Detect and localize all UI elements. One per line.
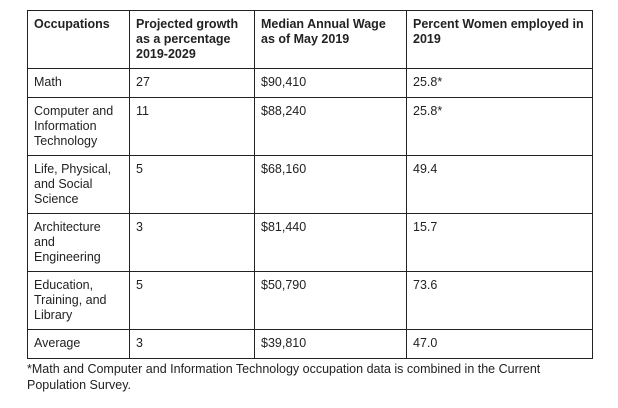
growth-cell: 5	[129, 271, 255, 330]
wage-cell: $88,240	[254, 97, 407, 156]
occupation-cell: Math	[27, 68, 130, 98]
women-percent-cell: 47.0	[406, 329, 593, 359]
women-percent-cell: 25.8*	[406, 97, 593, 156]
header-percent-women: Percent Women employed in 2019	[406, 10, 593, 69]
occupation-cell: Computer and Information Technology	[27, 97, 130, 156]
header-occupations: Occupations	[27, 10, 130, 69]
occupation-cell: Architecture and Engineering	[27, 213, 130, 272]
table-row: Math 27 $90,410 25.8*	[27, 68, 593, 98]
wage-cell: $39,810	[254, 329, 407, 359]
women-percent-cell: 49.4	[406, 155, 593, 214]
growth-cell: 27	[129, 68, 255, 98]
header-median-wage: Median Annual Wage as of May 2019	[254, 10, 407, 69]
wage-cell: $90,410	[254, 68, 407, 98]
wage-cell: $81,440	[254, 213, 407, 272]
table-row: Architecture and Engineering 3 $81,440 1…	[27, 213, 593, 272]
growth-cell: 5	[129, 155, 255, 214]
occupation-cell: Life, Physical, and Social Science	[27, 155, 130, 214]
wage-cell: $50,790	[254, 271, 407, 330]
table-row: Average 3 $39,810 47.0	[27, 329, 593, 359]
women-percent-cell: 15.7	[406, 213, 593, 272]
women-percent-cell: 25.8*	[406, 68, 593, 98]
women-percent-cell: 73.6	[406, 271, 593, 330]
occupation-cell: Average	[27, 329, 130, 359]
wage-cell: $68,160	[254, 155, 407, 214]
table-row: Computer and Information Technology 11 $…	[27, 97, 593, 156]
occupations-table: Occupations Projected growth as a percen…	[27, 10, 593, 359]
header-row: Occupations Projected growth as a percen…	[27, 10, 593, 69]
occupation-cell: Education, Training, and Library	[27, 271, 130, 330]
table-row: Education, Training, and Library 5 $50,7…	[27, 271, 593, 330]
growth-cell: 11	[129, 97, 255, 156]
table-row: Life, Physical, and Social Science 5 $68…	[27, 155, 593, 214]
growth-cell: 3	[129, 213, 255, 272]
growth-cell: 3	[129, 329, 255, 359]
table-container: Occupations Projected growth as a percen…	[27, 10, 593, 393]
header-projected-growth: Projected growth as a percentage 2019-20…	[129, 10, 255, 69]
table-footnote: *Math and Computer and Information Techn…	[27, 362, 541, 392]
